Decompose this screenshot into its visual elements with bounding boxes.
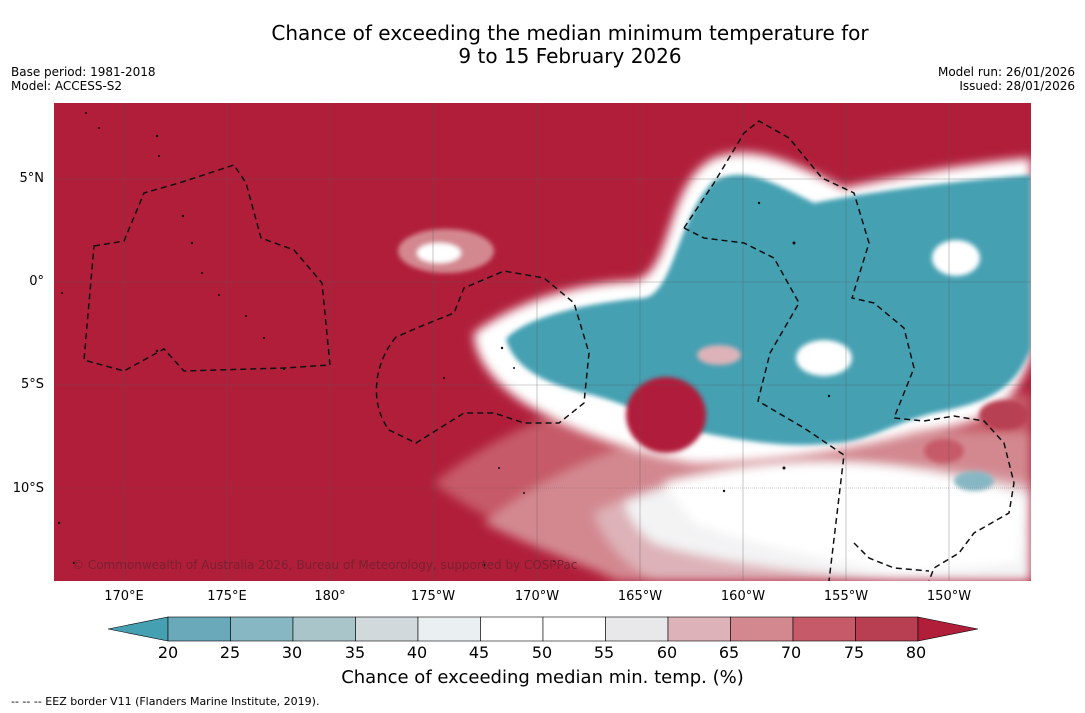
lon-label-175w: 175°W [410, 589, 456, 604]
colorbar-tick: 25 [219, 643, 241, 662]
gridlines [54, 103, 1031, 581]
colorbar-segment [230, 616, 294, 642]
map-panel [54, 103, 1031, 581]
low-probability-region [506, 174, 1031, 445]
meta-right: Model run: 26/01/2026 Issued: 28/01/2026 [938, 65, 1075, 93]
colorbar-tick: 55 [593, 643, 615, 662]
lon-label-150w: 150°W [926, 589, 972, 604]
lon-label-155w: 155°W [823, 589, 869, 604]
colorbar-tick: 75 [843, 643, 865, 662]
colorbar-segment [480, 616, 544, 642]
colorbar-extend-low [108, 616, 169, 642]
lon-label-180: 180° [314, 589, 346, 604]
colorbar-segment [417, 616, 481, 642]
lat-label-5n: 5°N [19, 171, 45, 186]
isolated-features [398, 229, 980, 376]
colorbar-tick: 40 [406, 643, 428, 662]
chart-title-line2: 9 to 15 February 2026 [458, 44, 682, 68]
colorbar-segment [730, 616, 794, 642]
lat-label-0: 0° [29, 274, 44, 289]
eez-borders [83, 120, 1015, 581]
colorbar-segment [167, 616, 231, 642]
colorbar-tick: 50 [531, 643, 553, 662]
model-run: Model run: 26/01/2026 [937, 65, 1075, 79]
eez-legend: -- -- -- EEZ border V11 (Flanders Marine… [11, 695, 320, 708]
colorbar-extend-high [917, 616, 978, 642]
lon-label-165w: 165°W [617, 589, 663, 604]
colorbar-tick: 70 [780, 643, 802, 662]
colorbar-tick: 30 [281, 643, 303, 662]
lon-label-170e: 170°E [104, 589, 144, 604]
chart-title-line1: Chance of exceeding the median minimum t… [271, 21, 869, 45]
colorbar-tick: 65 [718, 643, 740, 662]
colorbar-tick: 20 [157, 643, 179, 662]
colorbar-title: Chance of exceeding median min. temp. (%… [341, 667, 744, 688]
colorbar-segment [542, 616, 606, 642]
colorbar-segment [355, 616, 419, 642]
colorbar-segment [605, 616, 669, 642]
colorbar-tick: 60 [656, 643, 678, 662]
lat-label-10s: 10°S [12, 481, 44, 496]
colorbar-segment [792, 616, 856, 642]
colorbar [108, 616, 978, 642]
colorbar-tick: 35 [344, 643, 366, 662]
colorbar-segment [855, 616, 919, 642]
lon-label-175e: 175°E [207, 589, 247, 604]
lon-label-170w: 170°W [514, 589, 560, 604]
colorbar-tick: 80 [905, 643, 927, 662]
warm-patches [626, 377, 1029, 491]
issued-date: Issued: 28/01/2026 [959, 79, 1075, 93]
base-period: Base period: 1981-2018 [11, 65, 156, 79]
islands [57, 112, 831, 567]
lon-label-160w: 160°W [720, 589, 766, 604]
model-name: Model: ACCESS-S2 [11, 79, 123, 93]
colorbar-tick: 45 [468, 643, 490, 662]
lat-label-5s: 5°S [20, 377, 44, 392]
colorbar-segment [292, 616, 356, 642]
meta-left: Base period: 1981-2018 Model: ACCESS-S2 [11, 65, 156, 93]
copyright-notice: © Commonwealth of Australia 2026, Bureau… [72, 558, 578, 572]
colorbar-segment [667, 616, 731, 642]
